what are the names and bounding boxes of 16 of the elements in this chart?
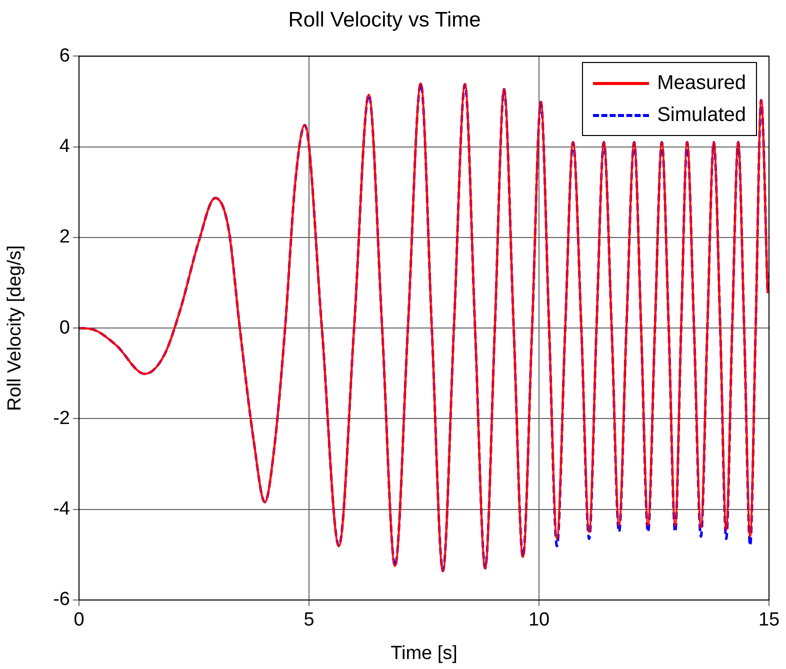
y-tick-label: -4 (53, 498, 70, 520)
chart-title: Roll Velocity vs Time (288, 8, 481, 32)
x-tick-label: 0 (74, 610, 84, 631)
legend-label: Measured (657, 72, 746, 95)
x-tick-label: 15 (758, 610, 780, 631)
x-tick-label: 5 (304, 610, 314, 631)
x-tick-label: 10 (528, 610, 550, 631)
y-tick-label: 2 (59, 226, 70, 248)
x-axis-title: Time [s] (390, 642, 458, 664)
y-tick-label: -6 (53, 589, 70, 610)
y-tick-label: 4 (59, 136, 70, 158)
y-tick-label: 6 (59, 45, 70, 66)
y-axis-title: Roll Velocity [deg/s] (4, 245, 26, 412)
y-tick-label: 0 (59, 317, 70, 338)
y-tick-label: -2 (53, 408, 70, 429)
legend-label: Simulated (657, 104, 746, 127)
